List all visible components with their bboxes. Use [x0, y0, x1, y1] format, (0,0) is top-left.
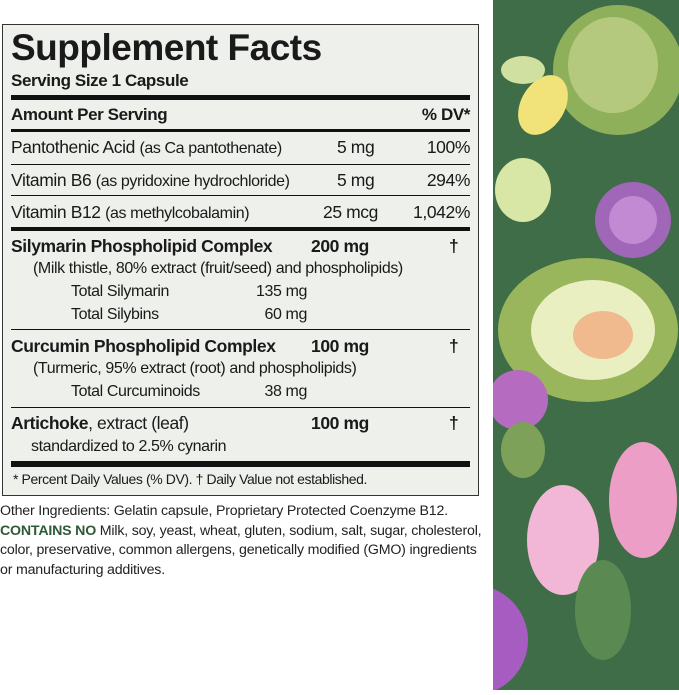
ingredient-name: Silymarin Phospholipid Complex — [11, 236, 273, 256]
ingredient-name: Curcumin Phospholipid Complex — [11, 336, 276, 356]
divider — [11, 329, 470, 330]
panel-title: Supplement Facts — [11, 27, 322, 68]
serving-size: Serving Size 1 Capsule — [11, 71, 189, 90]
divider — [11, 461, 470, 467]
sub-ingredient-amount: 38 mg — [264, 383, 308, 400]
sub-ingredient-amount: 60 mg — [264, 306, 308, 323]
ingredient-dv: † — [449, 236, 459, 256]
sub-ingredient-name: Total Silybins — [71, 306, 159, 323]
nutrient-dv: 100% — [426, 137, 471, 157]
divider — [11, 195, 470, 196]
contains-no-text: Milk, soy, yeast, wheat, gluten, sodium,… — [0, 522, 482, 578]
ingredient-dv: † — [449, 413, 459, 433]
ingredient-dv: † — [449, 336, 459, 356]
divider — [11, 164, 470, 165]
ingredient-amount: 100 mg — [311, 336, 369, 356]
nutrient-dv: 294% — [426, 170, 471, 190]
contains-no-statement: CONTAINS NO Milk, soy, yeast, wheat, glu… — [0, 522, 490, 581]
nutrient-detail: (as pyridoxine hydrochloride) — [95, 173, 290, 190]
nutrient-amount: 25 mcg — [323, 202, 378, 222]
nutrient-name: Vitamin B12 — [11, 202, 101, 222]
nutrient-name: Pantothenic Acid — [11, 137, 135, 157]
nutrient-amount: 5 mg — [337, 137, 375, 157]
ingredient-detail: standardized to 2.5% cynarin — [31, 438, 227, 455]
thistle-flower-icon — [418, 585, 528, 695]
footnote: * Percent Daily Values (% DV). † Daily V… — [13, 471, 368, 487]
thistle-flower-icon — [488, 370, 548, 430]
ingredient-amount: 200 mg — [311, 236, 369, 256]
nutrient-name: Vitamin B6 — [11, 170, 92, 190]
contains-no-label: CONTAINS NO — [0, 522, 97, 539]
ingredient-amount: 100 mg — [311, 413, 369, 433]
plants-image — [418, 5, 679, 695]
divider — [11, 227, 470, 231]
nutrient-detail: (as Ca pantothenate) — [139, 140, 282, 157]
divider — [11, 407, 470, 408]
other-ingredients-text: Other Ingredients: Gelatin capsule, Prop… — [0, 503, 448, 519]
divider — [11, 129, 470, 132]
nutrient-amount: 5 mg — [337, 170, 375, 190]
supplement-facts-panel: Supplement Facts Serving Size 1 Capsule … — [2, 24, 479, 496]
ingredient-name-rest: , extract (leaf) — [88, 413, 189, 433]
sub-ingredient-name: Total Curcuminoids — [71, 383, 200, 400]
ingredient-detail: (Turmeric, 95% extract (root) and phosph… — [33, 360, 357, 377]
nutrient-dv: 1,042% — [413, 202, 470, 222]
botanical-illustration — [418, 0, 679, 695]
header-dv: % DV* — [421, 105, 470, 124]
divider — [11, 95, 470, 100]
nutrient-detail: (as methylcobalamin) — [105, 205, 250, 222]
lily-flower-icon — [527, 485, 599, 595]
header-amount: Amount Per Serving — [11, 105, 168, 124]
ingredient-detail: (Milk thistle, 80% extract (fruit/seed) … — [33, 260, 403, 277]
ingredient-name: Artichoke — [11, 413, 89, 433]
sub-ingredient-name: Total Silymarin — [71, 283, 170, 300]
other-ingredients: Other Ingredients: Gelatin capsule, Prop… — [0, 502, 490, 580]
sub-ingredient-amount: 135 mg — [256, 283, 307, 300]
